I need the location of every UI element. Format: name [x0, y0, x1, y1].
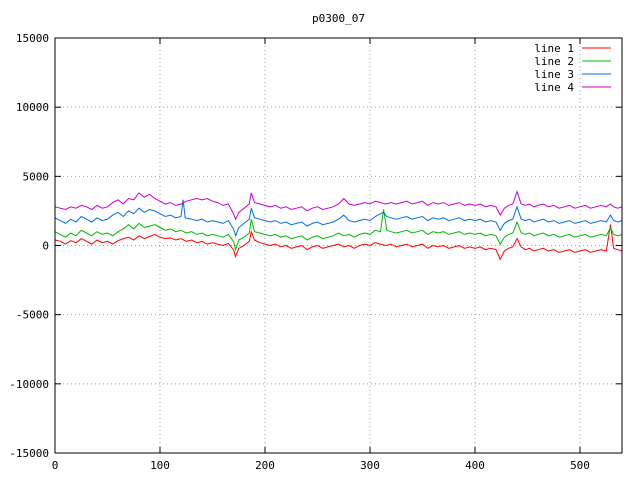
axis-ticks: -15000 -10000 -5000 0 5000 10000 15000 0 100 200 3… — [9, 32, 622, 472]
legend-label: line 1 — [534, 42, 574, 55]
series-line-2 — [54, 209, 623, 252]
x-tick-label: 0 — [52, 459, 59, 472]
x-tick-label: 400 — [465, 459, 485, 472]
y-tick-label: 10000 — [16, 101, 49, 114]
series-line-4 — [54, 190, 623, 221]
y-tick-label: -5000 — [16, 309, 49, 322]
series-line-1 — [54, 224, 623, 261]
y-tick-label: 5000 — [23, 170, 50, 183]
grid-lines — [55, 38, 622, 453]
legend-label: line 4 — [534, 81, 574, 94]
y-tick-label: -10000 — [9, 378, 49, 391]
x-tick-label: 200 — [255, 459, 275, 472]
x-tick-label: 500 — [570, 459, 590, 472]
y-tick-label: 15000 — [16, 32, 49, 45]
legend-label: line 3 — [534, 68, 574, 81]
series-lines — [54, 190, 623, 261]
x-tick-label: 100 — [150, 459, 170, 472]
y-tick-label: -15000 — [9, 447, 49, 460]
series-line-3 — [54, 199, 623, 238]
x-tick-label: 300 — [360, 459, 380, 472]
plot-area-frame — [54, 37, 623, 454]
y-tick-label: 0 — [42, 240, 49, 253]
chart-title: p0300_07 — [312, 12, 365, 25]
legend-label: line 2 — [534, 55, 574, 68]
